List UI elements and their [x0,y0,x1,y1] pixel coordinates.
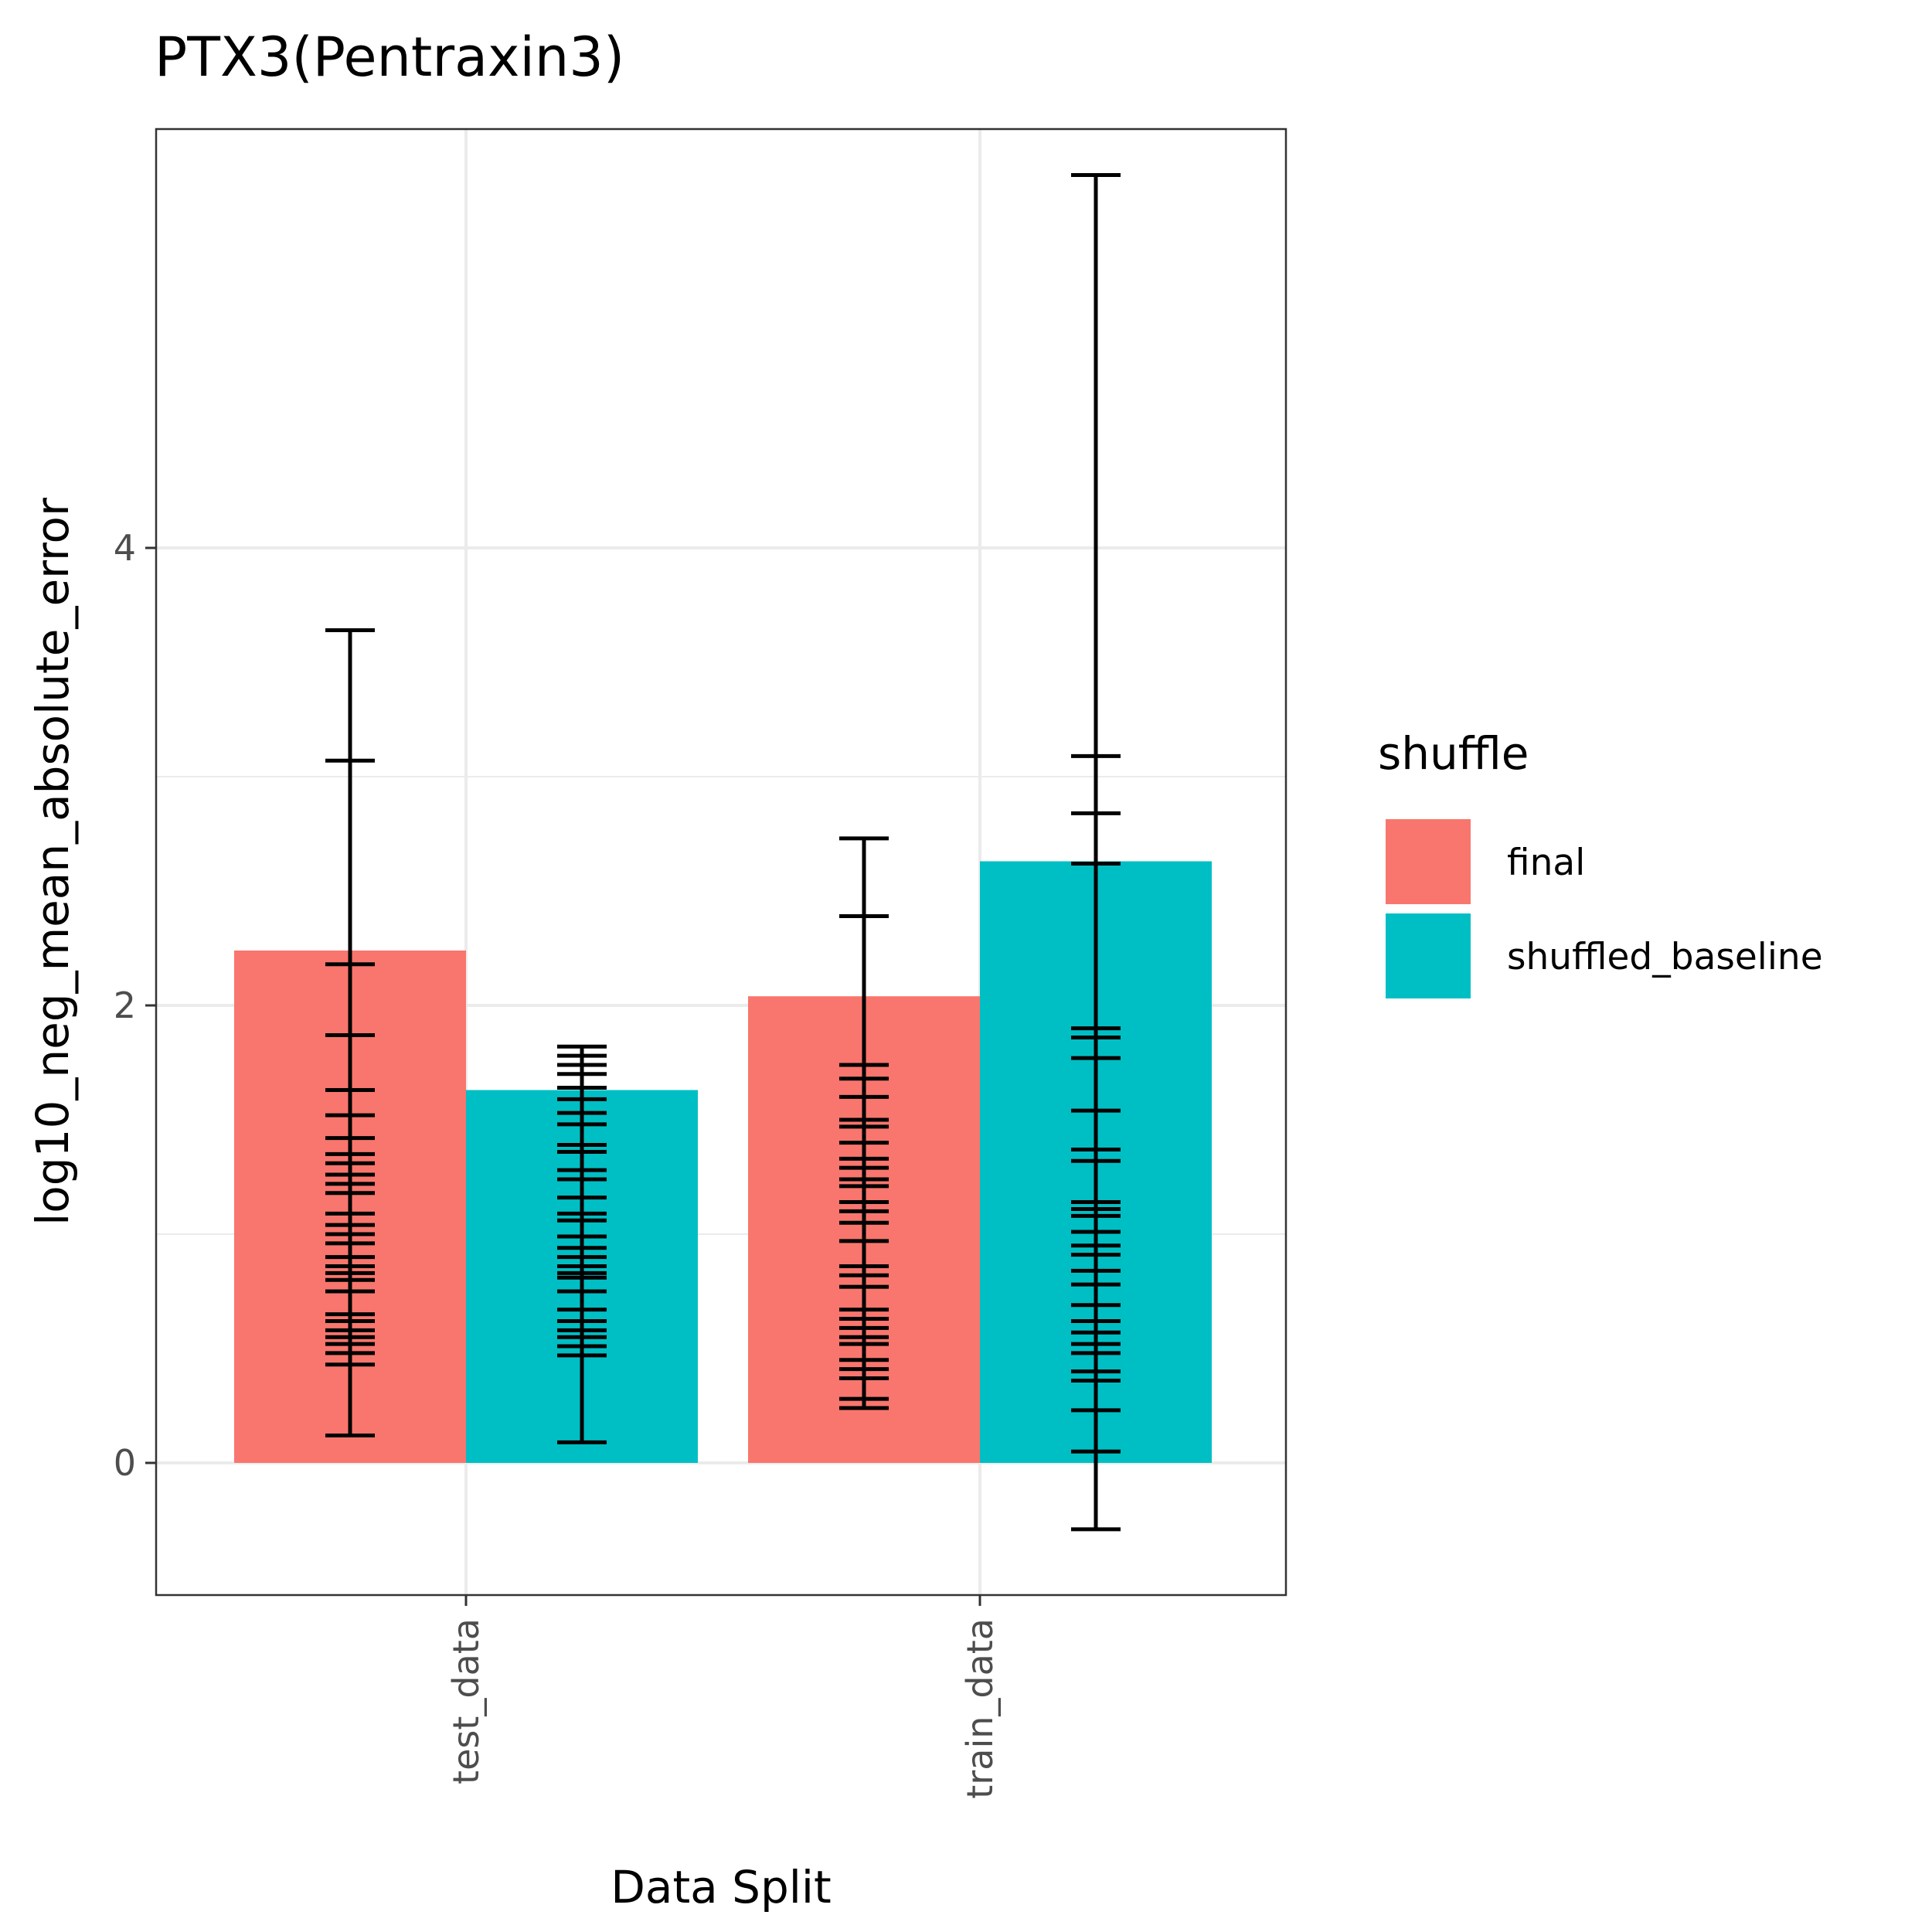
legend-title: shuffle [1378,727,1529,780]
chart-title: PTX3(Pentraxin3) [155,26,624,89]
y-tick-label: 2 [114,985,136,1026]
y-tick-label: 4 [114,527,136,569]
y-axis-title: log10_neg_mean_absolute_error [26,498,79,1226]
legend-label: final [1507,842,1585,884]
x-tick-label: train_data [959,1618,1001,1799]
panel-border [155,128,1287,1597]
legend-items: final shuffled_baseline [1386,819,1823,998]
legend-key-final [1386,819,1471,904]
x-tick-label: test_data [445,1618,487,1784]
legend: shuffle final shuffled_baseline [1378,727,1823,998]
legend-key-shuffled_baseline [1386,913,1471,998]
axes: 0 2 4 test_data train_data [114,527,1001,1799]
x-axis-title: Data Split [611,1861,832,1913]
error-bars [325,173,1121,1532]
legend-label: shuffled_baseline [1507,936,1823,978]
y-tick-label: 0 [114,1442,136,1484]
